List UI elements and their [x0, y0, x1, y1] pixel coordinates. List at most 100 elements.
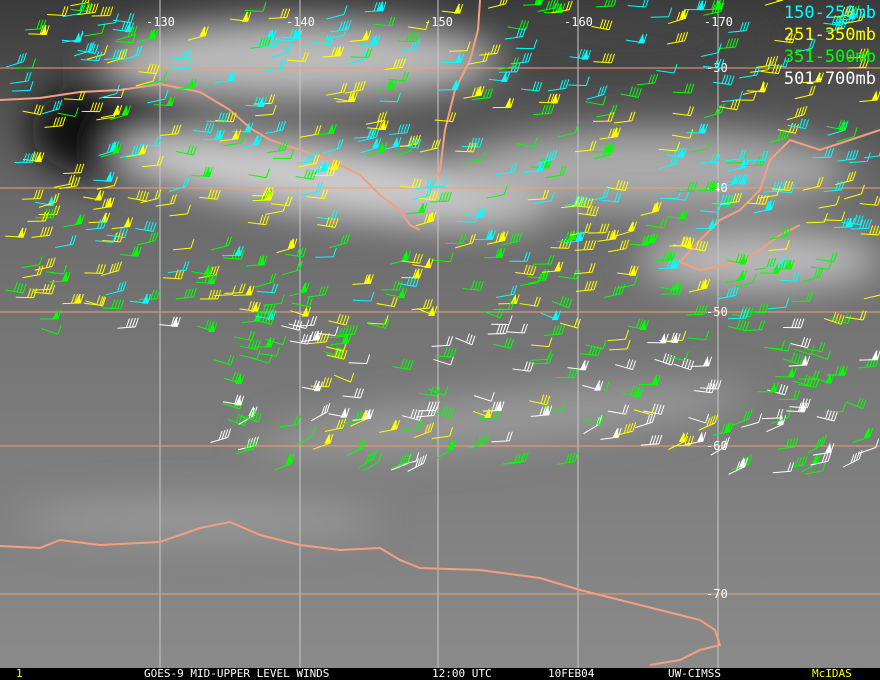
wind-barb [845, 310, 867, 321]
wind-barb [746, 82, 769, 93]
legend-item-501-700: 501-700mb [783, 69, 876, 89]
wind-barb [826, 365, 848, 376]
wind-barb [442, 52, 464, 63]
wind-barb [187, 25, 209, 41]
wind-barb [310, 402, 331, 422]
wind-barb [702, 0, 725, 11]
wind-barb [464, 207, 487, 219]
wind-barb [116, 25, 138, 41]
wind-barb [802, 71, 824, 84]
wind-barb [298, 154, 320, 168]
wind-barb [367, 119, 389, 131]
wind-barb [718, 99, 741, 111]
wind-barb [615, 422, 637, 436]
wind-barb [417, 190, 439, 201]
wind-barb [583, 415, 603, 435]
wind-barb [119, 144, 142, 159]
wind-barb [168, 261, 190, 274]
wind-barb [859, 195, 880, 206]
wind-barb [529, 394, 551, 406]
date-label: 10FEB04 [548, 667, 595, 680]
wind-barb [761, 408, 784, 420]
wind-barb [568, 76, 590, 87]
wind-barb [199, 189, 221, 200]
wind-barb [775, 367, 797, 378]
wind-barb [44, 116, 66, 128]
wind-barb [713, 74, 735, 86]
wind-barb [401, 268, 423, 279]
wind-barb [823, 211, 846, 222]
wind-barb [455, 142, 477, 153]
wind-barb [580, 345, 602, 356]
wind-barb [397, 32, 420, 43]
wind-barb [196, 319, 218, 332]
wind-barb [777, 122, 799, 134]
wind-barb [64, 90, 86, 101]
source-label: UW-CIMSS [668, 667, 721, 680]
wind-barb [787, 118, 809, 130]
wind-barb [326, 5, 348, 20]
product-title: GOES-9 MID-UPPER LEVEL WINDS [144, 667, 330, 680]
wind-barb [137, 231, 159, 246]
wind-barb [492, 97, 515, 109]
wind-barb [826, 119, 848, 131]
wind-barb [346, 438, 367, 457]
wind-barb [301, 182, 323, 196]
wind-barb [237, 436, 259, 451]
wind-barb [33, 283, 56, 295]
wind-barb [493, 300, 515, 310]
wind-barb [38, 192, 60, 208]
wind-barb [746, 150, 769, 161]
wind-barb [239, 338, 261, 351]
wind-barb [595, 0, 617, 8]
wind-barb [700, 43, 722, 58]
pressure-legend: 150-250mb 251-350mb 351-500mb 501-700mb [784, 2, 876, 90]
wind-barb [666, 208, 689, 220]
wind-barb [175, 287, 197, 300]
wind-barb [837, 149, 859, 162]
wind-barb [727, 253, 749, 265]
wind-barb [233, 285, 255, 296]
wind-barb [272, 149, 295, 159]
wind-barb [571, 197, 594, 209]
wind-barb [281, 28, 303, 40]
wind-barb [666, 31, 689, 45]
wind-barb [557, 452, 579, 465]
wind-barb [99, 84, 121, 99]
wind-barb [512, 361, 534, 372]
wind-barb [84, 23, 106, 37]
latitude-label: -50 [706, 305, 728, 319]
wind-barb [636, 73, 659, 86]
wind-barb [138, 289, 161, 300]
wind-barb [317, 216, 339, 228]
wind-barb [256, 283, 279, 294]
wind-barb [15, 288, 38, 299]
wind-barb [350, 48, 373, 59]
wind-barb [88, 212, 111, 224]
wind-barb [93, 196, 115, 210]
wind-barb [538, 93, 561, 104]
wind-barb [686, 123, 709, 134]
wind-barb [607, 404, 630, 415]
wind-barb [364, 1, 387, 13]
wind-barb [342, 388, 364, 399]
wind-barb [100, 142, 122, 158]
wind-barbs [5, 0, 880, 475]
status-bar: 1 GOES-9 MID-UPPER LEVEL WINDS 12:00 UTC… [0, 668, 880, 680]
wind-barb [830, 313, 852, 325]
wind-barb [12, 81, 34, 92]
wind-barb [672, 106, 695, 117]
wind-barb [353, 127, 376, 139]
wind-barb [126, 143, 148, 158]
wind-barb [358, 34, 381, 46]
wind-barb [333, 92, 356, 103]
wind-barb [487, 324, 510, 335]
wind-barb [430, 192, 452, 203]
wind-barb [527, 189, 550, 201]
longitude-label: -140 [286, 15, 315, 29]
wind-barb [214, 285, 236, 297]
wind-barb [401, 408, 423, 421]
wind-barb [14, 153, 37, 164]
wind-barb [247, 214, 270, 226]
wind-barb [222, 245, 244, 257]
